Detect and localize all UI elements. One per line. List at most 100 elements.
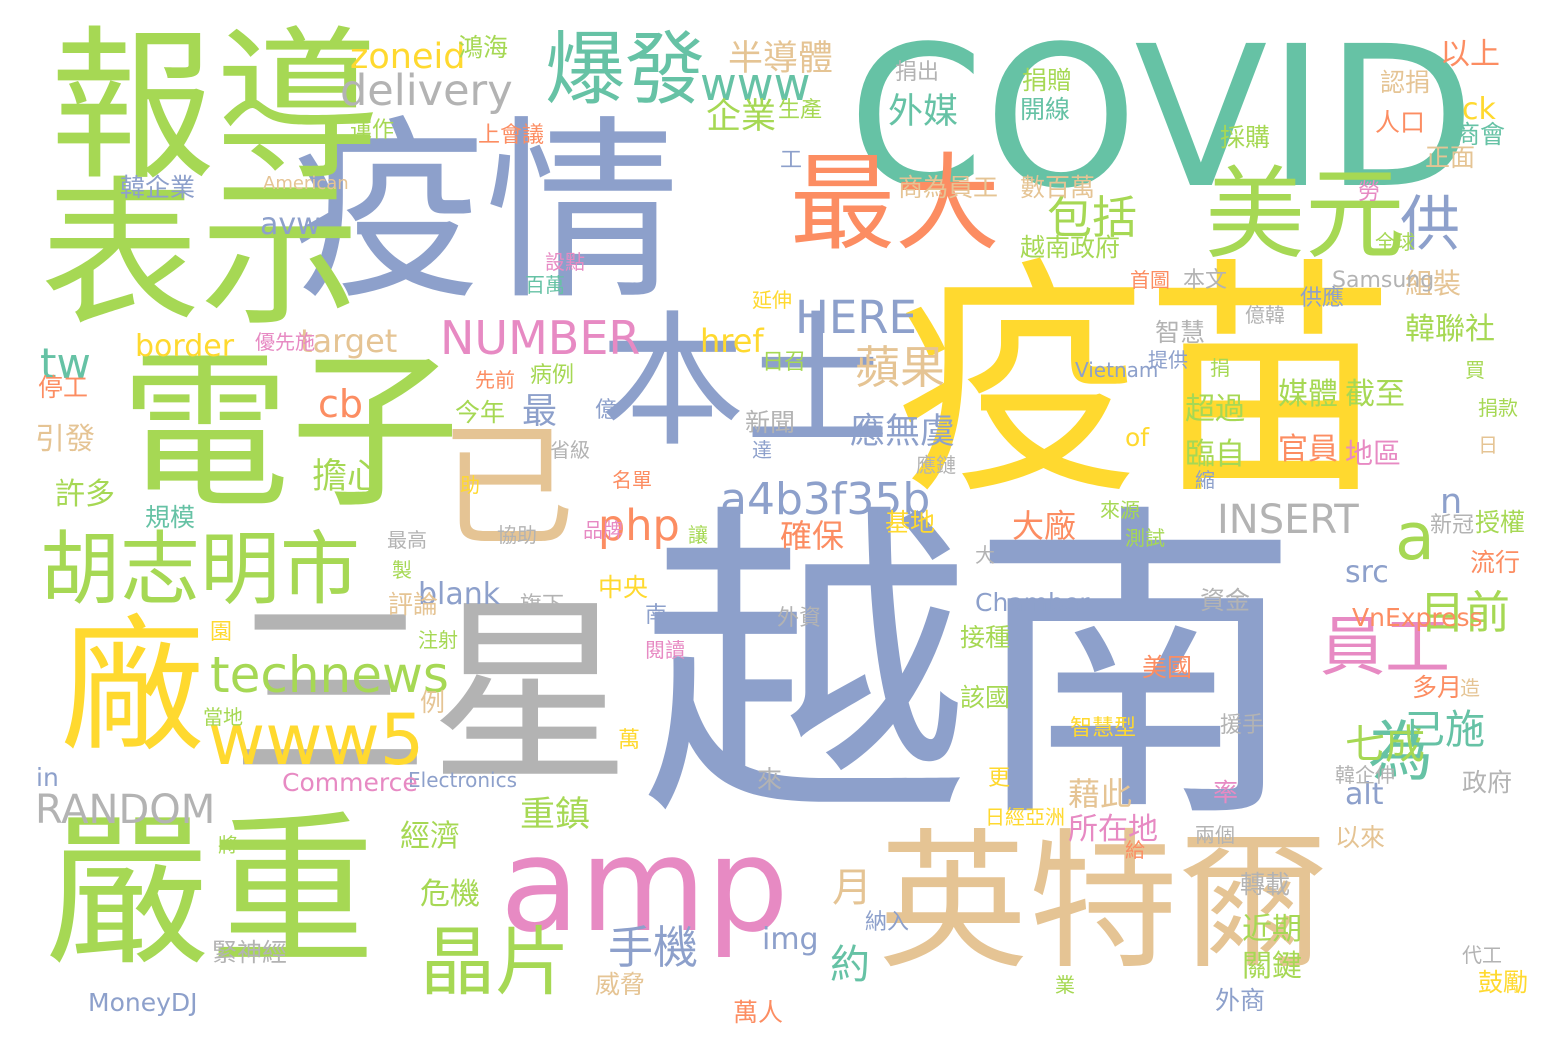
word-cloud-word: 英特爾 [878, 816, 1329, 990]
word-cloud-word: 報導 [50, 11, 380, 203]
word-cloud-word: 萬 [618, 728, 641, 753]
word-cloud-word: 當地 [203, 705, 243, 729]
word-cloud-word: 協助 [497, 523, 537, 547]
word-cloud-word: VnExpress [1352, 603, 1483, 632]
word-cloud-word: 約 [830, 942, 870, 988]
word-cloud-word: 品牌 [583, 518, 623, 542]
word-cloud-word: 本土 [600, 298, 890, 467]
word-cloud-word: 媒體 [1278, 377, 1338, 412]
word-cloud-word: 七成 [1345, 722, 1425, 768]
word-cloud-word: 兩個 [1195, 823, 1235, 847]
word-cloud-word: 本文 [1183, 268, 1228, 293]
word-cloud-word: 許多 [55, 477, 115, 512]
word-cloud-word: 緊神經 [212, 938, 288, 967]
word-cloud-word: 中央 [598, 573, 649, 602]
word-cloud-word: 智慧 [1155, 318, 1206, 347]
word-cloud-word: 最大 [790, 143, 1001, 265]
word-cloud-word: 韓企伸 [1335, 763, 1395, 787]
word-cloud-word: 疫情 [290, 99, 680, 326]
word-cloud-word: 目前 [1420, 586, 1511, 639]
word-cloud-word: 資金 [1200, 586, 1251, 615]
word-cloud-word: American [263, 173, 349, 194]
word-cloud-word: 確保 [780, 517, 845, 555]
word-cloud-word: 鼓勵 [1478, 968, 1529, 997]
word-cloud-word: 已 [440, 409, 575, 566]
word-cloud-word: avw [260, 207, 321, 242]
word-cloud-word: 組裝 [1405, 267, 1462, 300]
word-cloud-word: 企業 [706, 97, 777, 137]
word-cloud-word: Samsung [1332, 268, 1435, 293]
word-cloud-word: 鴻海 [458, 33, 509, 62]
word-cloud-word: www [700, 58, 811, 111]
word-cloud-word: cb [318, 382, 364, 426]
word-cloud-word: technews [210, 646, 449, 704]
word-cloud-word: 例 [420, 688, 446, 717]
word-cloud-word: 超過 [1185, 392, 1245, 427]
word-cloud-word: 捐出 [895, 60, 940, 85]
word-cloud-word: 名單 [612, 468, 652, 492]
word-cloud-word: 嚴重 [45, 796, 375, 988]
word-cloud-word: 日召 [762, 350, 807, 375]
word-cloud-word: 日 [1478, 433, 1498, 457]
word-cloud-word: 轉載 [1240, 870, 1291, 899]
word-cloud-word: 電子 [120, 334, 461, 532]
word-cloud-word: 買 [1465, 358, 1485, 382]
word-cloud-word: 大 [975, 543, 995, 567]
word-cloud-word: 正面 [1425, 143, 1476, 172]
word-cloud-word: zoneid [350, 37, 466, 77]
word-cloud-word: 官員 [1278, 432, 1338, 467]
word-cloud-word: 日經亞洲 [985, 805, 1065, 829]
word-cloud-word: 運作 [350, 118, 395, 143]
word-cloud-word: 開線 [1020, 95, 1071, 124]
word-cloud-word: COVID [848, 4, 1476, 231]
word-cloud-word: 評論 [388, 590, 439, 619]
word-cloud-word: 捐 [1210, 356, 1230, 380]
word-cloud-word: 上會議 [478, 123, 545, 148]
word-cloud-word: 設點 [545, 250, 585, 274]
word-cloud-word: Vietnam [1075, 358, 1159, 382]
word-cloud-word: 臨自 [1185, 437, 1245, 472]
word-cloud-word: 大廠 [1012, 507, 1077, 545]
word-cloud-word: 接種 [960, 623, 1011, 652]
word-cloud-word: 供應 [1300, 286, 1345, 311]
word-cloud-word: 所在地 [1068, 812, 1158, 847]
word-cloud-word: Electronics [408, 768, 518, 792]
word-cloud-word: 捐款 [1478, 396, 1518, 420]
word-cloud-word: 億韓 [1245, 303, 1285, 327]
word-cloud-word: 測試 [1125, 526, 1165, 550]
word-cloud-word: 越南 [640, 478, 1300, 862]
word-cloud-word: 供 [1400, 190, 1460, 260]
word-cloud-word: 授權 [1475, 508, 1526, 537]
word-cloud-word: 美元 [1205, 156, 1405, 273]
word-cloud-word: Chamber [975, 588, 1090, 617]
word-cloud-word: 商為員工 [898, 173, 999, 202]
word-cloud-word: 手機 [608, 921, 699, 974]
word-cloud-word: 截至 [1345, 377, 1405, 412]
word-cloud-word: 代工 [1462, 943, 1502, 967]
word-cloud-word: 最高 [387, 528, 427, 552]
word-cloud-word: 危機 [420, 877, 480, 912]
word-cloud-word: 威脅 [595, 970, 646, 999]
word-cloud-word: 工 [780, 148, 803, 173]
word-cloud-word: 先前 [475, 368, 515, 392]
word-cloud-word: 重鎮 [520, 795, 591, 835]
word-cloud-word: 億 [595, 398, 618, 423]
word-cloud-word: 製 [392, 558, 412, 582]
word-cloud-word: 全球 [1375, 230, 1415, 254]
word-cloud-word: 停工 [38, 373, 89, 402]
word-cloud-word: 助 [460, 473, 480, 497]
word-cloud-word: 園 [210, 620, 233, 645]
word-cloud-word: www5 [208, 699, 425, 781]
word-cloud-word: n [1440, 482, 1463, 522]
word-cloud-word: 廠 [60, 603, 205, 772]
word-cloud-word: href [700, 322, 764, 360]
word-cloud-word: 爆發 [545, 23, 705, 116]
word-cloud-word: INSERT [1217, 497, 1359, 543]
word-cloud-word: 注射 [418, 628, 458, 652]
word-cloud-word: 優先施 [255, 330, 315, 354]
word-cloud-word: 今年 [455, 398, 506, 427]
word-cloud-word: 縮 [1195, 468, 1215, 492]
word-cloud-word: 以上 [1440, 37, 1500, 72]
word-cloud-word: 提供 [1148, 348, 1188, 372]
